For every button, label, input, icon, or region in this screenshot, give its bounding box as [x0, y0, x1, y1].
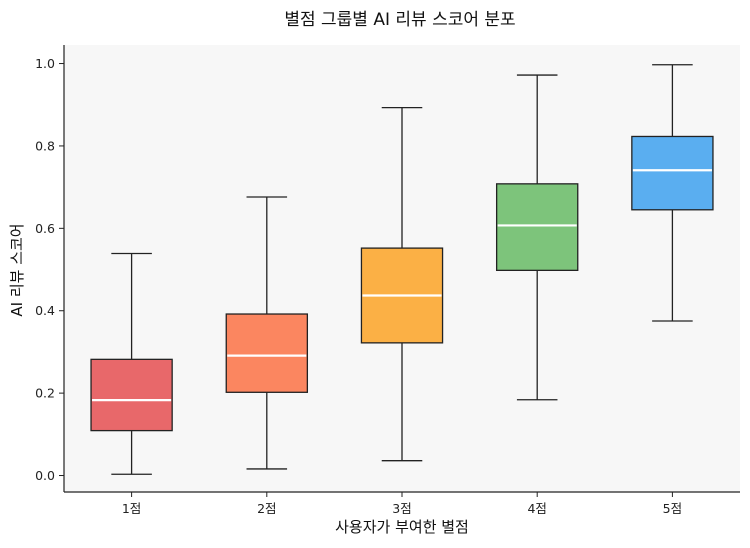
chart-title: 별점 그룹별 AI 리뷰 스코어 분포	[284, 10, 515, 30]
x-tick-label: 4점	[527, 501, 546, 516]
x-tick-label: 1점	[122, 501, 141, 516]
y-axis-label: AI 리뷰 스코어	[8, 223, 26, 316]
iqr-box	[495, 183, 579, 272]
y-tick-label: 1.0	[35, 56, 55, 71]
box-group-1	[90, 252, 173, 475]
box-group-2	[225, 196, 309, 470]
x-tick-label: 3점	[392, 501, 411, 516]
iqr-box	[90, 358, 173, 432]
boxes-layer	[90, 64, 714, 475]
y-tick-label: 0.8	[35, 138, 55, 153]
iqr-box	[631, 135, 714, 211]
y-tick-label: 0.0	[35, 468, 55, 483]
x-tick-label: 5점	[663, 501, 682, 516]
box-group-5	[631, 64, 714, 322]
y-tick-label: 0.4	[35, 303, 55, 318]
x-axis-label: 사용자가 부여한 별점	[335, 518, 469, 536]
ticks-layer: 0.0 0.2 0.4 0.6 0.8 1.0 1점 2점 3점 4점 5점	[35, 56, 682, 516]
y-tick-label: 0.2	[35, 386, 55, 401]
x-tick-label: 2점	[257, 501, 276, 516]
y-tick-label: 0.6	[35, 221, 55, 236]
box-group-4	[495, 74, 579, 401]
box-group-3	[360, 106, 444, 462]
iqr-box	[225, 313, 309, 393]
